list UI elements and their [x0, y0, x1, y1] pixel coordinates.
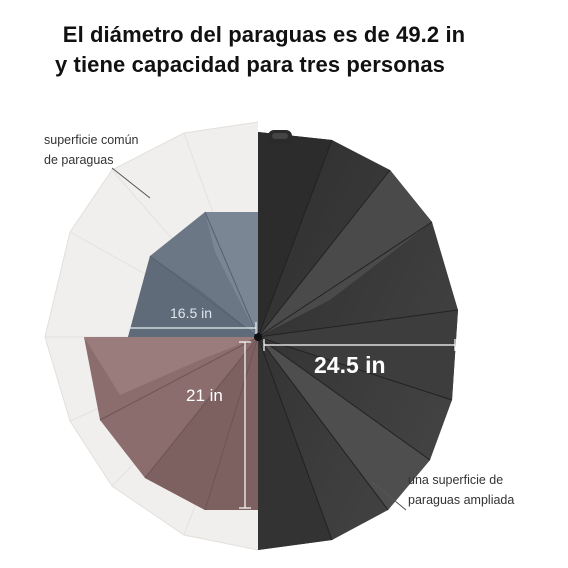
common-surface-label: superficie común de paraguas — [44, 133, 139, 167]
umbrella-center-tip — [254, 333, 262, 341]
wide-umbrella-canopy — [258, 132, 459, 550]
blue-umbrella-canopy — [128, 211, 258, 337]
measure-21-line — [239, 341, 251, 509]
wide-callout-line — [371, 481, 407, 511]
measure-16-5-line — [127, 322, 257, 334]
inner-height-measurement: 21 in — [186, 386, 223, 405]
inner-width-measurement: 16.5 in — [170, 305, 213, 321]
rose-umbrella-canopy — [84, 337, 258, 511]
measure-24-5-line — [263, 339, 456, 351]
title-line-2: y tiene capacidad para tres personas — [55, 52, 445, 77]
common-callout-line — [111, 167, 151, 199]
wide-surface-label: una superficie de paraguas ampliada — [408, 473, 515, 507]
large-radius-measurement: 24.5 in — [314, 352, 386, 378]
title-line-1: El diámetro del paraguas es de 49.2 in — [62, 22, 466, 47]
umbrella-strap-icon — [268, 130, 292, 144]
